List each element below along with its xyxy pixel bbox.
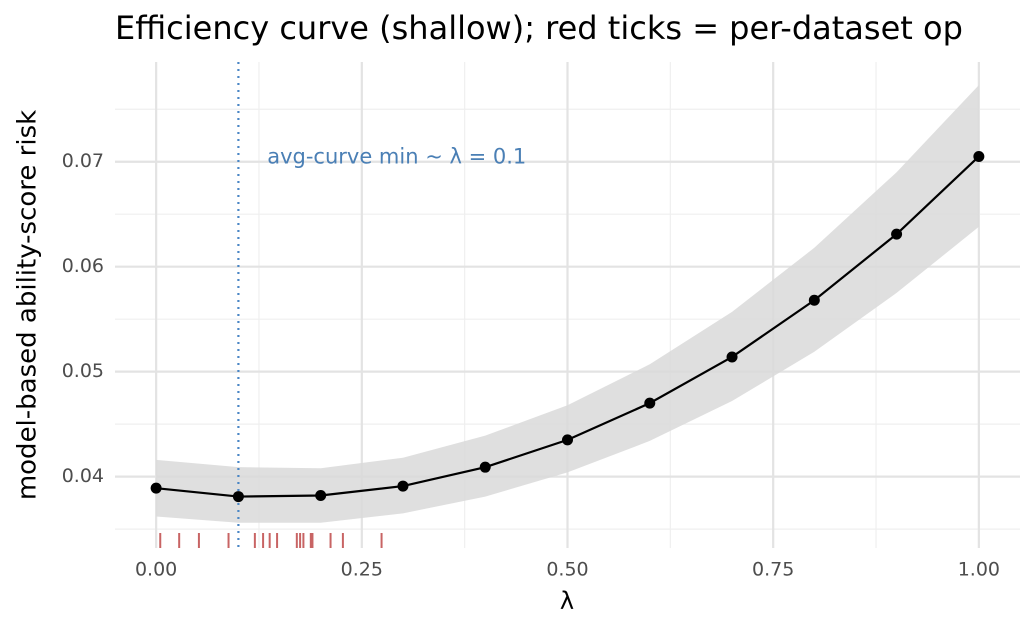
x-tick-label: 0.75: [752, 559, 794, 581]
x-tick-label: 0.00: [135, 559, 177, 581]
x-tick-label: 0.25: [341, 559, 383, 581]
point: [644, 397, 656, 409]
point: [397, 480, 409, 492]
point: [479, 461, 491, 473]
point: [891, 228, 903, 240]
point: [150, 482, 162, 494]
point: [232, 491, 244, 503]
y-tick-label: 0.05: [62, 360, 104, 382]
y-axis-label: model-based ability-score risk: [13, 110, 43, 500]
y-tick-label: 0.06: [62, 255, 104, 277]
x-tick-label: 0.50: [546, 559, 588, 581]
point: [808, 294, 820, 306]
point: [315, 490, 327, 502]
annotation: avg-curve min ~ λ = 0.1: [267, 145, 526, 169]
x-tick-label: 1.00: [958, 559, 1000, 581]
y-tick-label: 0.07: [62, 150, 104, 172]
point: [562, 434, 573, 446]
point: [726, 351, 738, 363]
chart-title: Efficiency curve (shallow); red ticks = …: [115, 9, 963, 47]
x-axis-label: λ: [560, 587, 574, 615]
point: [973, 150, 985, 162]
y-tick-label: 0.04: [62, 465, 104, 487]
